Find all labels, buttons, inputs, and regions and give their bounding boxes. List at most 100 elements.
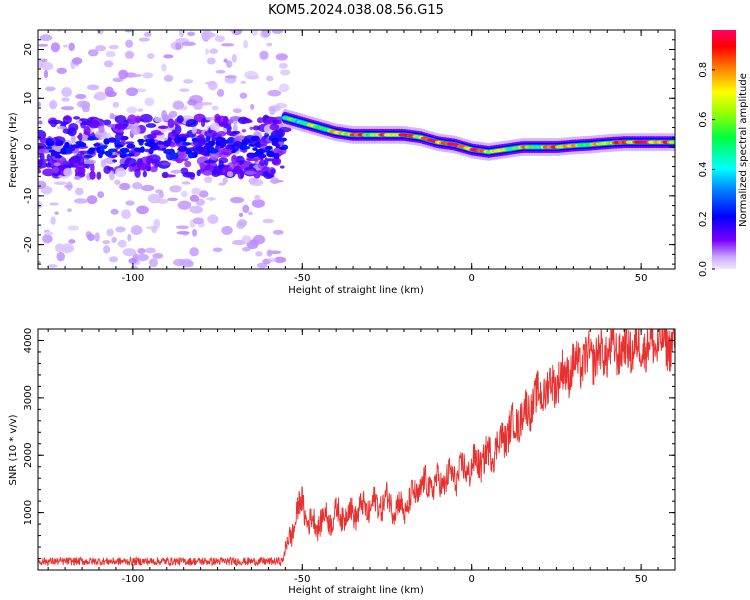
noise-blob <box>53 181 68 186</box>
noise-blob <box>238 212 244 217</box>
noise-blob <box>146 155 151 166</box>
noise-blob <box>251 199 266 208</box>
noise-blob <box>48 119 63 125</box>
y-tick-label: 10 <box>23 92 34 105</box>
noise-blob <box>241 119 253 124</box>
noise-blob <box>124 141 135 145</box>
noise-blob <box>211 136 217 142</box>
noise-blob <box>149 258 159 268</box>
noise-blob <box>203 159 217 164</box>
noise-blob <box>176 230 190 235</box>
noise-blob <box>115 144 124 148</box>
noise-blob <box>139 113 153 123</box>
noise-blob <box>167 118 175 129</box>
noise-blob <box>154 116 164 123</box>
noise-blob <box>163 74 174 82</box>
noise-blob <box>82 159 97 165</box>
noise-blob <box>89 170 96 180</box>
noise-blob <box>161 110 168 120</box>
noise-blob <box>112 77 124 83</box>
noise-blob <box>129 73 142 78</box>
noise-blob <box>205 116 216 121</box>
noise-blob <box>231 53 237 63</box>
noise-blob <box>225 75 238 79</box>
noise-blob <box>237 219 248 227</box>
noise-blob <box>108 148 118 153</box>
noise-blob <box>239 143 248 151</box>
noise-blob <box>114 114 127 124</box>
noise-blob <box>108 44 119 50</box>
noise-blob <box>63 167 73 177</box>
noise-blob <box>87 49 99 57</box>
spectrogram-x-ticks: -100 -50 0 50 <box>47 30 676 284</box>
noise-blob <box>181 181 191 185</box>
noise-blob <box>196 169 201 177</box>
noise-blob <box>144 97 155 106</box>
noise-blob <box>272 229 284 235</box>
noise-blob <box>230 196 245 204</box>
noise-blob <box>243 39 248 49</box>
noise-blob <box>56 251 65 262</box>
noise-blob <box>227 137 234 144</box>
noise-blob <box>96 171 102 180</box>
x-tick-label: -100 <box>122 273 145 284</box>
noise-blob <box>68 123 79 132</box>
noise-blob <box>39 34 53 42</box>
y-tick-label: 20 <box>23 43 34 56</box>
noise-blob <box>118 182 131 191</box>
x-tick-label: -100 <box>122 574 145 585</box>
noise-blob <box>162 174 177 178</box>
noise-blob <box>210 140 216 146</box>
x-tick-label: -50 <box>294 574 310 585</box>
colorbar-tick-label: 0.8 <box>698 62 709 78</box>
noise-blob <box>100 159 106 168</box>
noise-blob <box>266 42 273 47</box>
noise-blob <box>198 146 205 154</box>
snr-x-label: Height of straight line (km) <box>288 585 424 596</box>
noise-blob <box>38 201 43 209</box>
noise-blob <box>56 67 67 74</box>
noise-blob <box>279 146 287 150</box>
noise-blob <box>135 253 150 262</box>
noise-blob <box>278 62 288 69</box>
noise-blob <box>273 153 280 160</box>
noise-blob <box>75 120 83 124</box>
noise-blob <box>47 264 58 268</box>
y-tick-label: -20 <box>23 236 34 252</box>
noise-blob <box>146 166 151 172</box>
noise-blobs <box>38 30 292 269</box>
noise-blob <box>49 99 58 110</box>
noise-blob <box>61 87 72 98</box>
noise-blob <box>97 191 105 198</box>
noise-blob <box>251 30 258 36</box>
noise-blob <box>255 148 266 154</box>
noise-blob <box>211 105 219 111</box>
noise-blob <box>267 258 277 263</box>
y-tick-label: 4000 <box>23 328 34 353</box>
noise-blob <box>86 84 100 91</box>
noise-blob <box>250 136 257 141</box>
noise-blob <box>145 247 156 254</box>
noise-blob <box>56 30 62 33</box>
noise-blob <box>38 169 42 174</box>
noise-blob <box>128 166 134 172</box>
noise-blob <box>138 37 150 42</box>
y-tick-label: 3000 <box>23 385 34 410</box>
noise-blob <box>52 166 59 174</box>
noise-blob <box>60 106 75 111</box>
noise-blob <box>67 208 72 213</box>
figure-title: KOM5.2024.038.08.56.G15 <box>268 3 444 18</box>
x-tick-label: 0 <box>469 574 475 585</box>
noise-blob <box>153 145 160 150</box>
noise-blob <box>155 189 164 194</box>
noise-blob <box>252 153 259 157</box>
noise-blob <box>114 179 121 185</box>
noise-blob <box>102 240 111 245</box>
noise-blob <box>221 140 227 147</box>
noise-blob <box>105 151 110 157</box>
noise-blob <box>233 121 238 126</box>
noise-blob <box>267 89 282 97</box>
noise-blob <box>151 225 158 234</box>
noise-blob <box>95 45 107 52</box>
